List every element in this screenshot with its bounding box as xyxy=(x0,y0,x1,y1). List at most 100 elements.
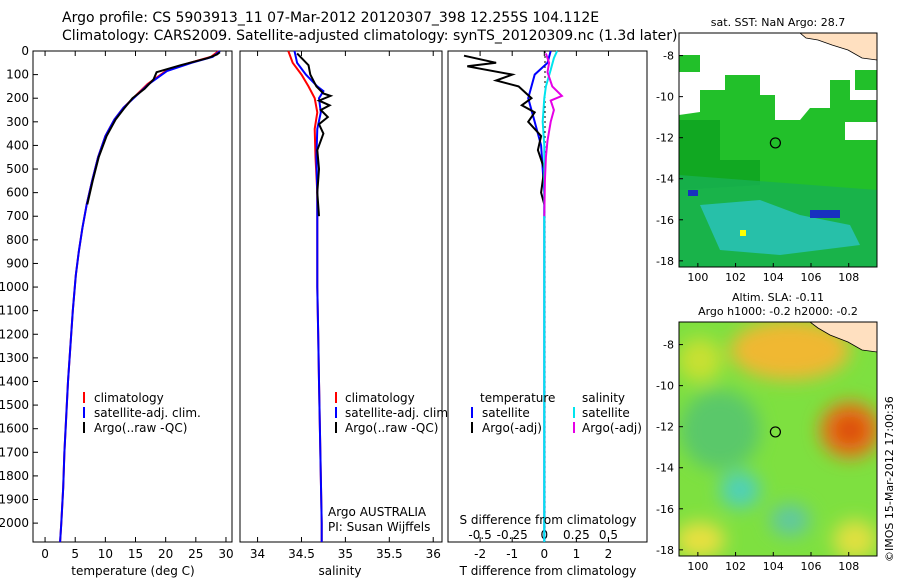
series-line-argo-raw-qc xyxy=(86,51,221,205)
sla-map-field xyxy=(679,322,877,556)
series-line-temperature-argo-adj xyxy=(463,54,546,205)
temperature-series xyxy=(59,50,221,543)
sst-map-panel: sat. SST: NaN Argo: 28.7 100 102 104 106 108… xyxy=(656,16,878,284)
sla-field-high xyxy=(730,322,850,380)
sst-field-cold-spot xyxy=(810,210,840,218)
x-tick-label: -1 xyxy=(506,547,518,561)
salinity-panel: 34 34.5 35 35.5 36 climatology satellite-adj… xyxy=(239,50,452,578)
s-difference-tick-label: -0.25 xyxy=(497,528,528,542)
map-x-tick-label: 104 xyxy=(763,271,784,284)
s-difference-tick-label: -0.5 xyxy=(468,528,491,542)
s-difference-label: S difference from climatology xyxy=(460,513,637,527)
x-tick-label: 5 xyxy=(71,547,79,561)
x-tick-label: 35.5 xyxy=(376,547,403,561)
y-tick-label: 1300 xyxy=(0,351,29,365)
y-tick-label: 1400 xyxy=(0,374,29,388)
temperature-xlabel: temperature (deg C) xyxy=(71,564,194,578)
temperature-plot-frame xyxy=(32,50,233,543)
temperature-legend: climatology satellite-adj. clim. Argo(..… xyxy=(83,391,201,435)
salinity-plot-frame xyxy=(239,50,443,543)
legend-label-satellite-adj: satellite-adj. clim. xyxy=(345,406,452,420)
x-tick-label: 36 xyxy=(426,547,441,561)
t-difference-xlabel: T difference from climatology xyxy=(459,564,637,578)
x-tick-label: 25 xyxy=(188,547,203,561)
salinity-xlabel: salinity xyxy=(318,564,361,578)
y-tick-label: 1800 xyxy=(0,469,29,483)
sla-map-title: Altim. SLA: -0.11 xyxy=(732,291,824,304)
y-tick-label: 2000 xyxy=(0,516,29,530)
y-tick-label: 300 xyxy=(6,115,29,129)
argo-position-circle xyxy=(769,426,781,438)
sla-field-eddy-core xyxy=(836,418,864,442)
difference-legend: temperature satellite Argo(-adj) salinit… xyxy=(471,391,642,435)
legend-label-argo: Argo(..raw -QC) xyxy=(345,421,438,435)
x-tick-label: 10 xyxy=(98,547,113,561)
sst-map-ticks: 100 102 104 106 108 -8 -10 -12 -14 -16 -18 xyxy=(656,50,859,284)
map-y-tick-label: -18 xyxy=(656,255,674,268)
legend-label-temp-satellite: satellite xyxy=(482,406,530,420)
y-tick-label: 500 xyxy=(6,162,29,176)
y-tick-label: 200 xyxy=(6,91,29,105)
x-tick-label: 2 xyxy=(605,547,613,561)
map-y-tick-label: -10 xyxy=(656,91,674,104)
legend-label-climatology: climatology xyxy=(345,391,415,405)
sst-field-yellow-pixel xyxy=(740,230,746,236)
y-tick-label: 1900 xyxy=(0,493,29,507)
sla-map-subtitle: Argo h1000: -0.2 h2000: -0.2 xyxy=(698,305,858,318)
legend-label-satellite-adj: satellite-adj. clim. xyxy=(94,406,201,420)
sla-map-ticks: 100 102 104 106 108 -8 -10 -12 -14 -16 -18 xyxy=(656,339,859,573)
map-y-tick-label: -12 xyxy=(656,421,674,434)
sst-argo-marker xyxy=(769,137,781,149)
sla-land-java xyxy=(809,322,877,353)
difference-series xyxy=(463,50,564,542)
figure-title-line-1: Argo profile: CS 5903913_11 07-Mar-2012 … xyxy=(62,10,600,26)
sla-field-low xyxy=(680,390,760,470)
sst-no-data-patch xyxy=(845,122,877,140)
x-tick-label: 15 xyxy=(128,547,143,561)
y-tick-label: 1500 xyxy=(0,398,29,412)
series-line-satellite-adj-clim xyxy=(59,50,221,543)
y-tick-label: 800 xyxy=(6,233,29,247)
series-line-argo-raw-qc xyxy=(296,52,334,217)
sla-field-yellow xyxy=(679,338,722,382)
map-y-tick-label: -16 xyxy=(656,214,674,227)
figure-title-line-2: Climatology: CARS2009. Satellite-adjuste… xyxy=(62,28,678,44)
salinity-series xyxy=(287,50,334,542)
map-x-tick-label: 106 xyxy=(801,271,822,284)
map-y-tick-label: -8 xyxy=(663,339,674,352)
sst-map-title: sat. SST: NaN Argo: 28.7 xyxy=(711,16,845,29)
sla-argo-marker xyxy=(769,426,781,438)
map-x-tick-label: 102 xyxy=(725,560,746,573)
legend-title-temperature: temperature xyxy=(480,391,555,405)
map-y-tick-label: -10 xyxy=(656,380,674,393)
y-tick-label: 700 xyxy=(6,209,29,223)
legend-label-temp-argo: Argo(-adj) xyxy=(482,421,542,435)
map-x-tick-label: 102 xyxy=(725,271,746,284)
sla-map-panel: Altim. SLA: -0.11 Argo h1000: -0.2 h2000… xyxy=(656,291,878,573)
y-tick-label: 1000 xyxy=(0,280,29,294)
series-line-salinity-argo-adj xyxy=(543,53,564,217)
x-tick-label: 35 xyxy=(338,547,353,561)
legend-label-climatology: climatology xyxy=(94,391,164,405)
sla-field-yellow xyxy=(679,522,725,556)
annotation-argo-australia: Argo AUSTRALIA xyxy=(328,505,427,519)
x-tick-label: 0 xyxy=(41,547,49,561)
sla-field-cyan-low xyxy=(770,504,810,536)
y-tick-label: 1600 xyxy=(0,422,29,436)
x-tick-label: 0 xyxy=(540,547,548,561)
x-tick-label: 20 xyxy=(158,547,173,561)
y-tick-label: 1700 xyxy=(0,445,29,459)
sla-field-yellow xyxy=(833,520,877,556)
sst-field-cold-spot xyxy=(688,190,698,196)
sst-field-green-patch xyxy=(855,70,877,90)
y-tick-label: 400 xyxy=(6,138,29,152)
s-difference-tick-label: 0.5 xyxy=(599,528,618,542)
map-y-tick-label: -8 xyxy=(663,50,674,63)
x-tick-label: 34 xyxy=(250,547,265,561)
depth-axis-ticks: 0 100 200 300 400 500 600 700 800 900 1000 1100 1200… xyxy=(0,44,38,530)
map-x-tick-label: 106 xyxy=(801,560,822,573)
map-x-tick-label: 108 xyxy=(838,271,859,284)
argo-position-circle xyxy=(769,137,781,149)
